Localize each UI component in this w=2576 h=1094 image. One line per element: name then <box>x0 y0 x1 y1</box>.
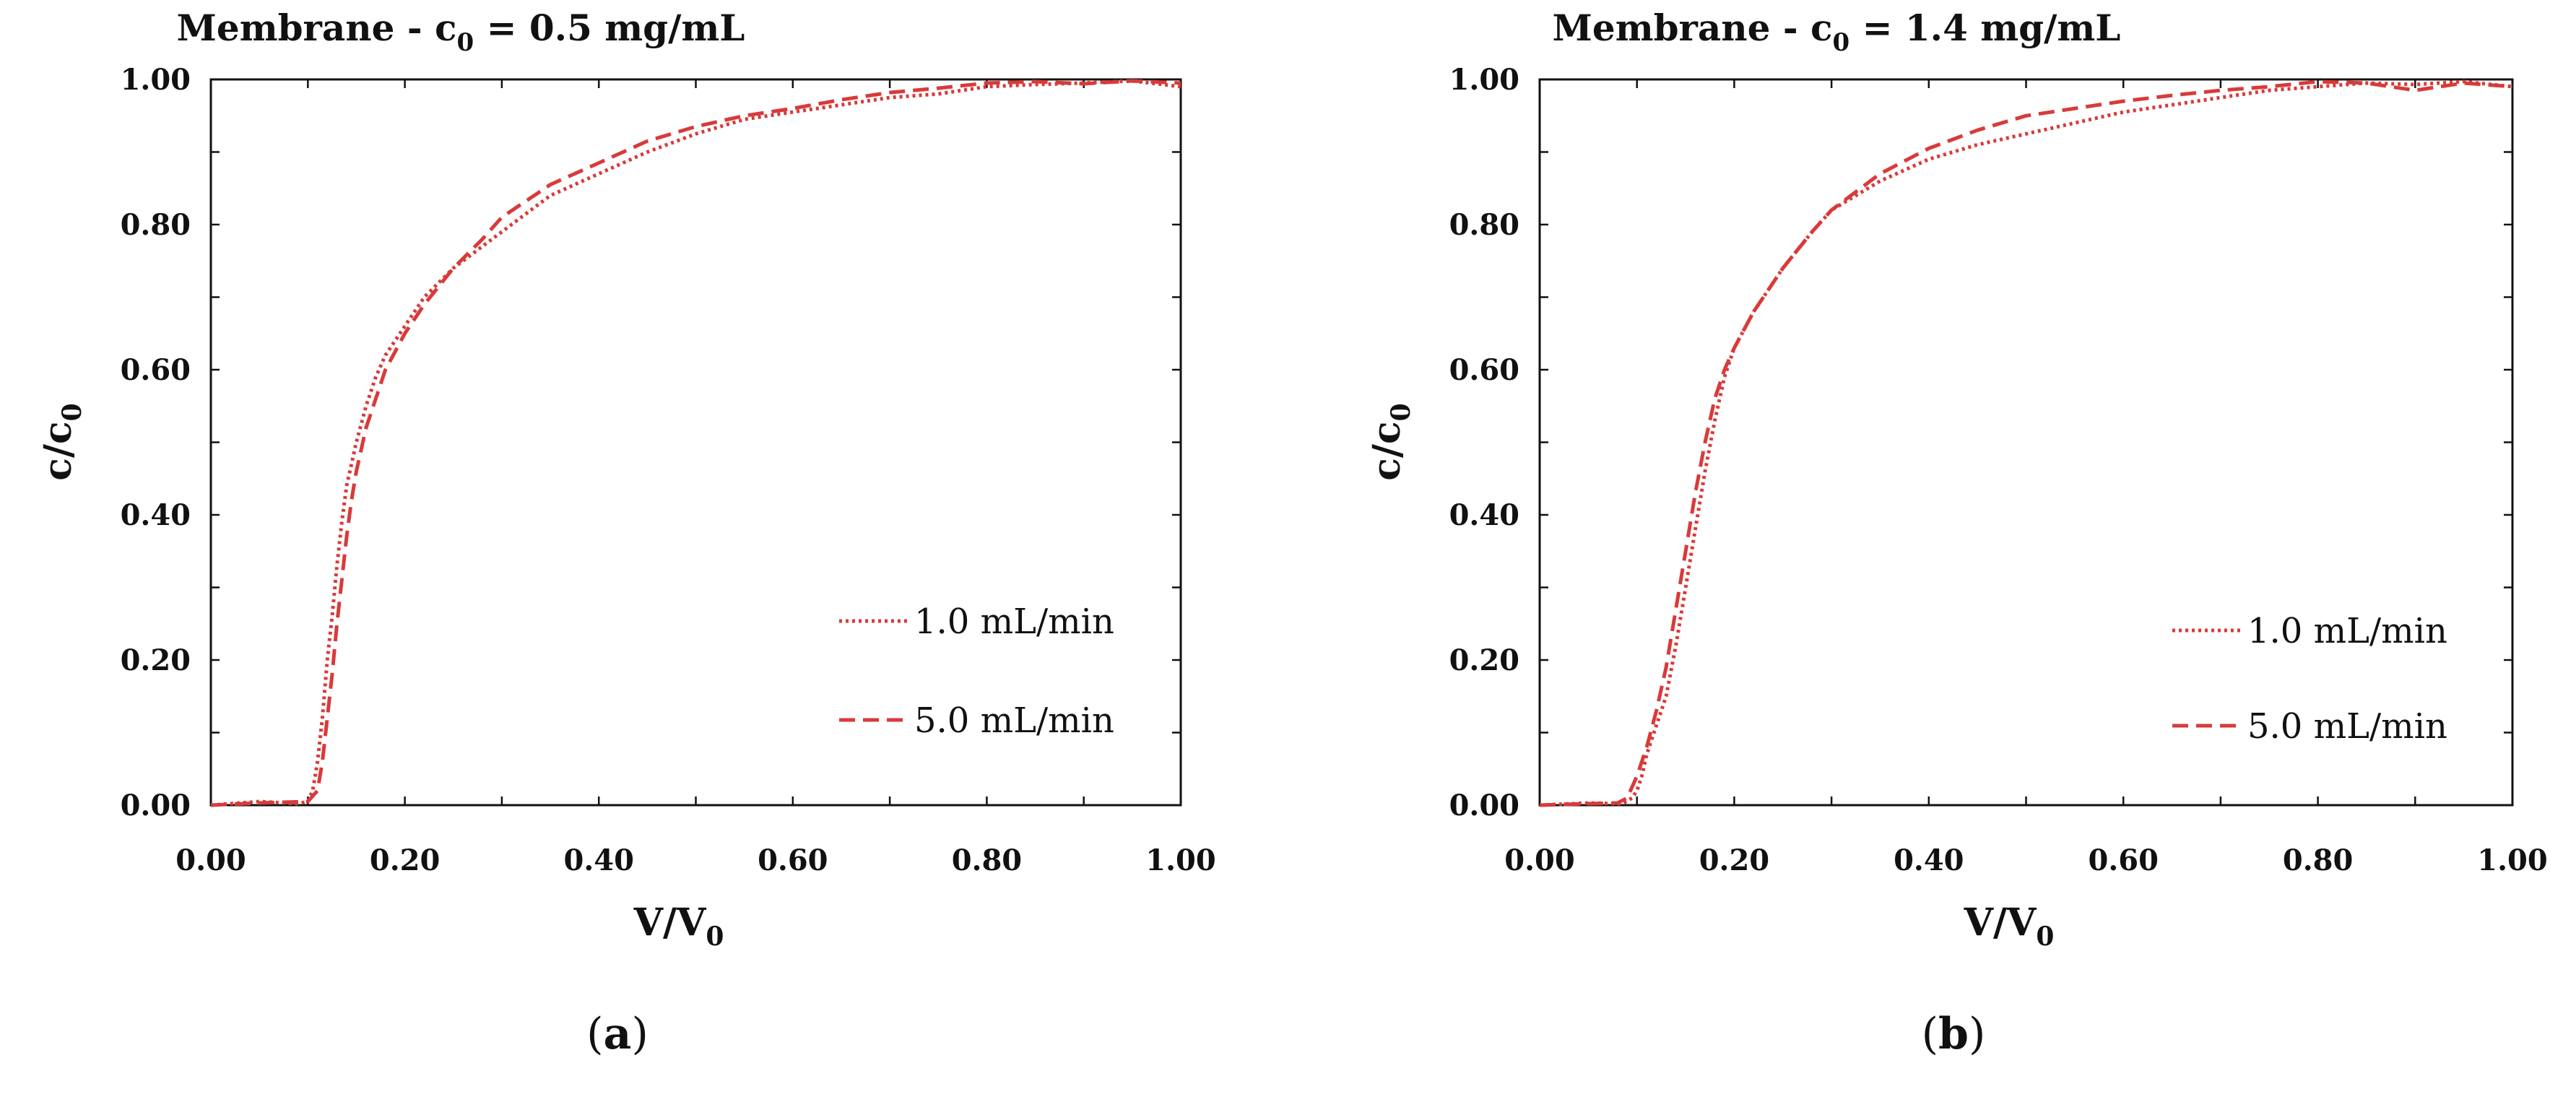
chart-b-series-line-1 <box>1539 79 2513 807</box>
chart-b-y-tick-label: 0.40 <box>1449 498 1519 532</box>
chart-a-title: Membrane - c0 = 0.5 mg/mL <box>177 6 745 57</box>
chart-a-x-tick-label: 1.00 <box>1145 843 1215 877</box>
chart-a-panel-label: (a) <box>586 1009 649 1059</box>
chart-b: Membrane - c0 = 1.4 mg/mL 0.00 0.20 0.40 0.… <box>1365 6 2548 1059</box>
chart-a-y-tick-label: 0.40 <box>121 498 191 532</box>
chart-a-series-line-2 <box>210 79 1181 807</box>
chart-b-y-tick-label: 0.80 <box>1449 208 1519 242</box>
chart-b-panel-label: (b) <box>1922 1009 1986 1059</box>
chart-a-x-tick-label: 0.20 <box>370 843 440 877</box>
chart-b-legend-label-1: 1.0 mL/min <box>2247 611 2447 651</box>
chart-a-legend: 1.0 mL/min 5.0 mL/min <box>839 602 1114 741</box>
chart-a-x-tick-label: 0.00 <box>175 843 246 877</box>
chart-a-x-tick-label: 0.80 <box>952 843 1022 877</box>
chart-a-x-tick-label: 0.40 <box>563 843 633 877</box>
chart-a-x-ticks: 0.00 0.20 0.40 0.60 0.80 1.00 <box>175 79 1216 877</box>
chart-a-plot-frame <box>209 78 1182 807</box>
chart-b-x-tick-label: 0.20 <box>1699 843 1769 877</box>
chart-a-y-axis-label: c/c0 <box>36 403 87 480</box>
chart-b-y-ticks: 0.00 0.20 0.40 0.60 0.80 1.00 <box>1449 63 2512 822</box>
chart-b-x-tick-label: 0.00 <box>1504 843 1574 877</box>
chart-b-x-axis-label: V/V0 <box>1964 900 2055 952</box>
chart-a-series-line-1 <box>210 79 1181 807</box>
chart-a-y-tick-label: 0.80 <box>121 208 191 242</box>
chart-a-legend-label-1: 1.0 mL/min <box>914 602 1114 642</box>
chart-a-series <box>210 79 1181 807</box>
chart-b-x-ticks: 0.00 0.20 0.40 0.60 0.80 1.00 <box>1504 79 2548 877</box>
chart-b-y-tick-label: 0.00 <box>1449 789 1519 822</box>
chart-b-series-line-2 <box>1539 79 2513 807</box>
chart-b-legend: 1.0 mL/min 5.0 mL/min <box>2172 611 2447 747</box>
chart-b-title: Membrane - c0 = 1.4 mg/mL <box>1553 6 2121 57</box>
chart-b-x-tick-label: 0.40 <box>1894 843 1964 877</box>
chart-b-y-tick-label: 0.60 <box>1449 353 1519 387</box>
chart-b-y-tick-label: 0.20 <box>1449 643 1519 677</box>
chart-b-x-tick-label: 0.60 <box>2088 843 2158 877</box>
chart-b-plot-frame <box>1538 78 2514 807</box>
chart-a-x-axis-label: V/V0 <box>633 900 724 952</box>
chart-b-x-tick-label: 1.00 <box>2477 843 2547 877</box>
chart-a-x-tick-label: 0.60 <box>758 843 828 877</box>
chart-b-y-tick-label: 1.00 <box>1449 63 1519 97</box>
chart-b-series <box>1539 79 2513 807</box>
chart-a-y-tick-label: 0.60 <box>121 353 191 387</box>
chart-b-legend-label-2: 5.0 mL/min <box>2247 706 2447 747</box>
chart-a-y-tick-label: 1.00 <box>121 63 191 97</box>
chart-a-legend-label-2: 5.0 mL/min <box>914 700 1114 741</box>
chart-b-x-tick-label: 0.80 <box>2283 843 2353 877</box>
chart-a: Membrane - c0 = 0.5 mg/mL 0.00 0.20 0.40 0.… <box>36 6 1216 1059</box>
chart-b-y-axis-label: c/c0 <box>1365 403 1416 480</box>
chart-a-y-tick-label: 0.00 <box>121 789 191 822</box>
chart-a-y-tick-label: 0.20 <box>121 643 191 677</box>
